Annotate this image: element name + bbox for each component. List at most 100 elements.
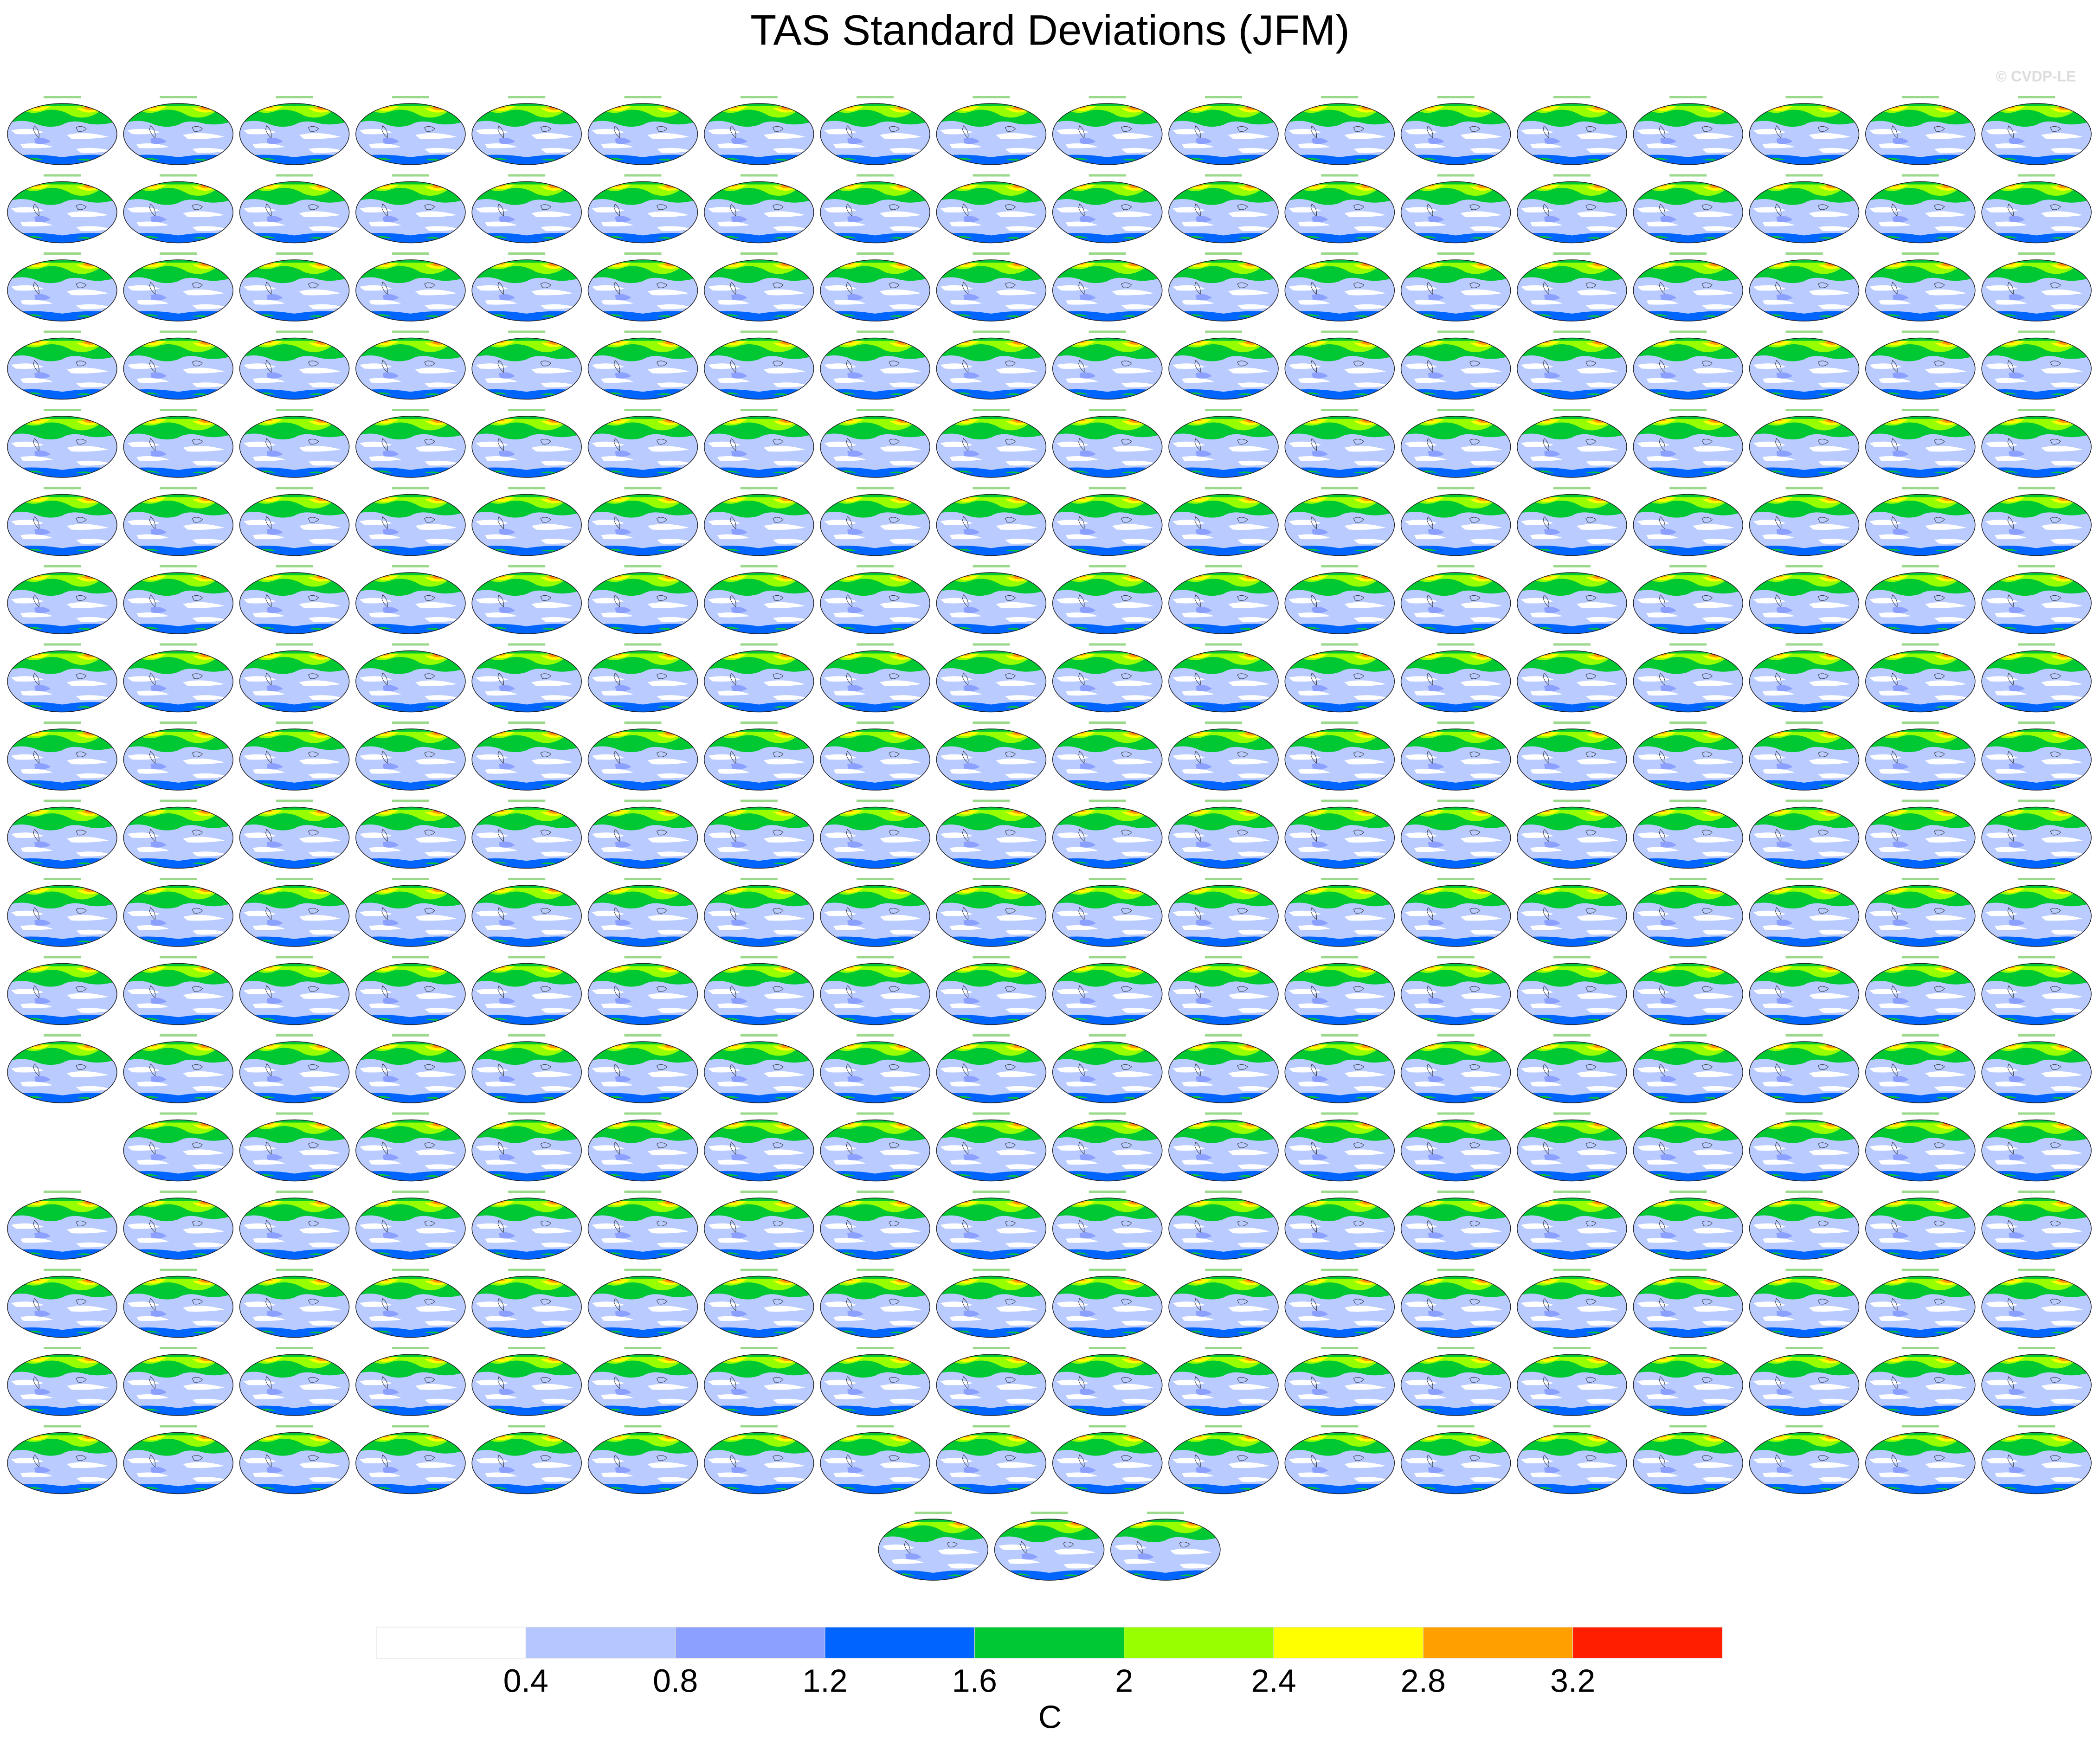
panel-caption (1321, 487, 1359, 489)
map-panel (122, 728, 234, 791)
map-panel (471, 728, 582, 791)
panel-caption (508, 1112, 546, 1115)
map-panel (1284, 806, 1395, 869)
map-panel (239, 572, 350, 635)
panel-caption (392, 487, 429, 489)
map-panel (1632, 337, 1744, 400)
panel-caption (1553, 1112, 1591, 1115)
panel-caption (1553, 956, 1591, 959)
panel-caption (857, 174, 894, 177)
panel-caption (160, 330, 197, 333)
map-panel (703, 806, 815, 869)
panel-caption (1785, 956, 1823, 959)
panel-caption (392, 565, 429, 567)
map-panel (1749, 650, 1860, 713)
map-panel (122, 963, 234, 1026)
map-panel (703, 884, 815, 947)
map-panel (6, 963, 118, 1026)
map-panel (935, 963, 1047, 1026)
panel-caption (624, 721, 662, 724)
panel-caption (1089, 643, 1126, 646)
map-panel (471, 415, 582, 478)
map-panel (935, 728, 1047, 791)
panel-caption (973, 252, 1010, 255)
panel-caption (2018, 409, 2055, 411)
map-panel (122, 884, 234, 947)
map-panel (1284, 884, 1395, 947)
map-panel (935, 1197, 1047, 1260)
panel-caption (1785, 1347, 1823, 1349)
panel-caption (276, 1112, 313, 1115)
map-panel (239, 728, 350, 791)
panel-caption (1031, 1512, 1068, 1514)
map-panel (1749, 806, 1860, 869)
panel-caption (1785, 252, 1823, 255)
panel-caption (2018, 878, 2055, 880)
map-panel (1284, 572, 1395, 635)
panel-caption (44, 643, 81, 646)
map-panel (471, 1119, 582, 1182)
map-panel (1865, 494, 1976, 557)
colorbar-tick-label: 3.2 (1550, 1662, 1595, 1699)
map-panel (587, 650, 699, 713)
map-panel (6, 103, 118, 166)
panel-caption (1669, 878, 1707, 880)
map-panel (587, 1432, 699, 1495)
panel-caption (1321, 565, 1359, 567)
panel-caption (740, 1191, 778, 1193)
map-panel (1516, 884, 1628, 947)
panel-caption (276, 1425, 313, 1428)
panel-caption (857, 1425, 894, 1428)
map-panel (703, 963, 815, 1026)
panel-caption (1669, 721, 1707, 724)
colorbar-tick-label: 0.8 (653, 1662, 698, 1699)
color-segment (525, 1627, 676, 1659)
map-panel (1400, 1275, 1512, 1339)
panel-caption (44, 96, 81, 98)
panel-caption (624, 643, 662, 646)
map-panel (1865, 1197, 1976, 1260)
map-panel (471, 884, 582, 947)
panel-caption (1669, 96, 1707, 98)
panel-caption (1205, 878, 1242, 880)
map-panel (1516, 103, 1628, 166)
panel-caption (857, 565, 894, 567)
map-panel (239, 1119, 350, 1182)
map-panel (587, 1041, 699, 1104)
panel-caption (160, 96, 197, 98)
map-panel (239, 650, 350, 713)
panel-caption (2018, 1269, 2055, 1271)
map-panel (471, 963, 582, 1026)
panel-caption (857, 487, 894, 489)
map-panel (1632, 1197, 1744, 1260)
map-panel (1400, 650, 1512, 713)
map-panel (355, 650, 466, 713)
map-panel (355, 1197, 466, 1260)
map-panel (6, 806, 118, 869)
panel-caption (508, 721, 546, 724)
map-panel (1749, 259, 1860, 322)
map-panel (587, 728, 699, 791)
panel-caption (624, 252, 662, 255)
panel-caption (1669, 956, 1707, 959)
panel-caption (1205, 1347, 1242, 1349)
panel-caption (1785, 1425, 1823, 1428)
panel-caption (857, 721, 894, 724)
panel-caption (1553, 330, 1591, 333)
map-panel (1284, 103, 1395, 166)
panel-caption (276, 1347, 313, 1349)
panel-caption (44, 1425, 81, 1428)
map-panel (1052, 1197, 1163, 1260)
panel-caption (160, 1191, 197, 1193)
map-panel (355, 884, 466, 947)
panel-caption (624, 878, 662, 880)
map-panel (1516, 259, 1628, 322)
map-panel (1400, 1353, 1512, 1417)
panel-caption (1901, 565, 1939, 567)
map-panel (587, 259, 699, 322)
panel-caption (508, 565, 546, 567)
panel-caption (1205, 799, 1242, 802)
map-panel (587, 806, 699, 869)
map-panel (1516, 1197, 1628, 1260)
panel-caption (392, 1269, 429, 1271)
